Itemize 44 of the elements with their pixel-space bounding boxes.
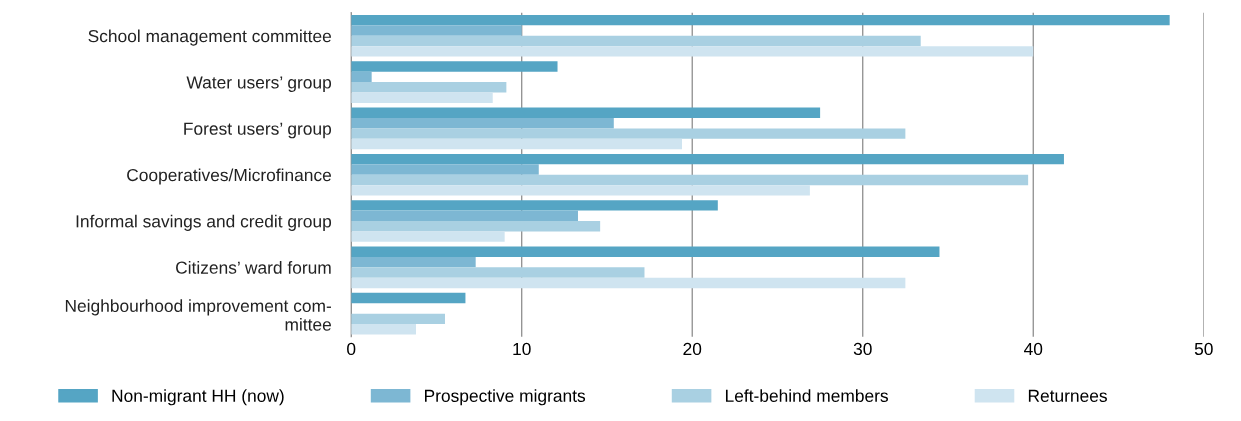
bar <box>351 107 821 118</box>
legend-label: Returnees <box>1028 389 1107 402</box>
legend-label: Prospective migrants <box>425 389 586 406</box>
bar <box>351 61 558 72</box>
bar <box>351 35 921 47</box>
bar <box>351 25 522 36</box>
bar <box>351 46 1034 57</box>
legend-label: Non-migrant HH (now) <box>112 389 284 406</box>
x-tick-label: 30 <box>853 342 872 356</box>
y-tick-label: Cooperatives/Microfinance <box>127 168 331 185</box>
bar <box>351 82 507 93</box>
bar <box>351 128 906 139</box>
x-tick-label: 10 <box>513 342 531 356</box>
x-tick-label: 40 <box>1024 342 1043 356</box>
bar <box>351 277 906 289</box>
x-tick-label: 0 <box>347 342 356 356</box>
y-tick-label: School management committee <box>88 29 331 46</box>
bar <box>351 164 539 175</box>
x-tick-label: 20 <box>683 342 702 356</box>
legend-label: Left-behind members <box>725 389 888 402</box>
bar <box>351 210 578 222</box>
bar <box>351 200 718 211</box>
bar <box>351 153 1064 165</box>
bar <box>351 246 940 257</box>
y-tick-label: Forest users’ group <box>184 122 332 139</box>
bar <box>351 185 810 196</box>
y-tick-label: Informal savings and credit group <box>76 214 332 231</box>
bar <box>351 138 682 150</box>
y-tick-label: Citizens’ ward forum <box>176 261 331 274</box>
bar <box>351 292 466 304</box>
bar <box>351 313 445 325</box>
bar <box>351 117 614 129</box>
bar <box>351 71 372 83</box>
bar <box>351 14 1170 26</box>
bar <box>351 92 493 103</box>
y-tick-label: Water users’ group <box>186 76 332 92</box>
bar <box>351 174 1029 186</box>
y-tick-label: Neighbourhood improvement com- mittee <box>65 299 332 331</box>
bar <box>351 256 476 268</box>
bar <box>351 324 416 335</box>
x-tick-label: 50 <box>1194 342 1213 356</box>
bar <box>351 267 645 278</box>
bar <box>351 231 505 242</box>
bar <box>351 221 601 232</box>
